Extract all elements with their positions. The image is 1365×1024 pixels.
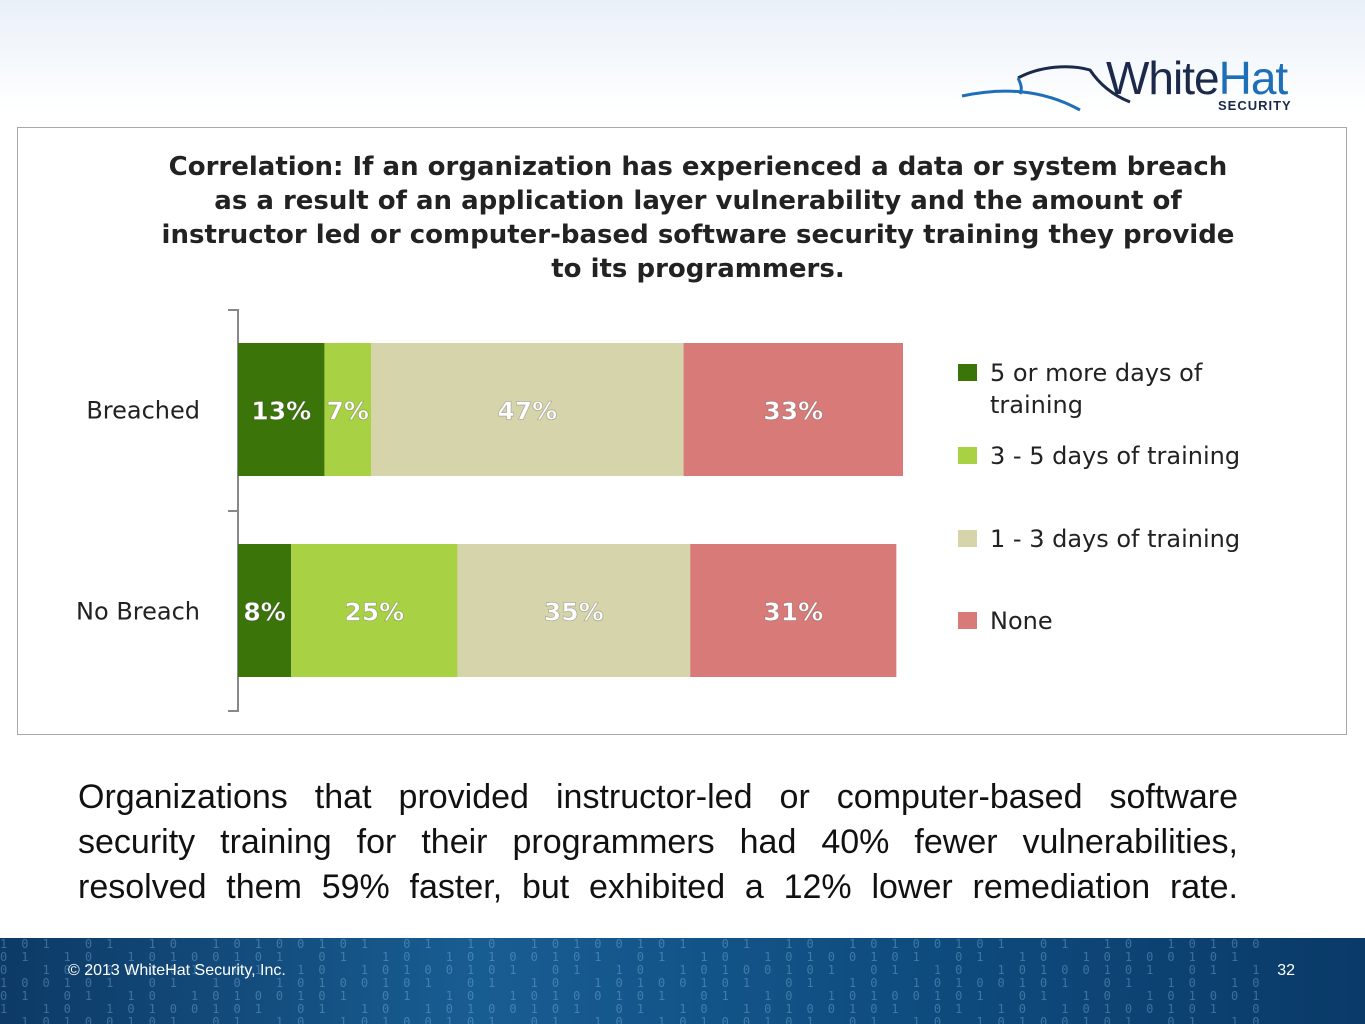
data-label: 25% — [344, 598, 404, 627]
bar-segment — [291, 544, 458, 677]
category-label: No Breach — [76, 598, 200, 626]
legend-swatch — [958, 364, 977, 381]
bar-segment — [683, 343, 903, 476]
logo-subtitle: SECURITY — [1218, 98, 1292, 113]
data-label: 13% — [251, 397, 311, 426]
logo-wordmark: WhiteHat — [1106, 52, 1289, 104]
legend-swatch — [958, 447, 977, 464]
legend-label: 1 - 3 days of training — [990, 525, 1240, 553]
data-label: 31% — [763, 598, 823, 627]
legend-label: 3 - 5 days of training — [990, 442, 1240, 470]
copyright-text: © 2013 WhiteHat Security, Inc. — [68, 962, 286, 979]
stacked-bar-chart: Breached 13% 7% 47% 33% No Breach 8% 25% 35% 31% 5… — [76, 309, 1240, 712]
page-number: 32 — [1277, 962, 1295, 979]
bar-segment — [690, 544, 897, 677]
legend-swatch — [958, 530, 977, 547]
legend-label: 5 or more days of training — [990, 359, 1203, 419]
bar-segment — [371, 343, 684, 476]
data-label: 47% — [497, 397, 557, 426]
bar-segment — [238, 343, 325, 476]
logo-hat: Hat — [1218, 52, 1289, 104]
caption-text: Organizations that provided instructor-l… — [78, 778, 1238, 906]
logo-white: White — [1106, 52, 1220, 104]
legend-swatch — [958, 612, 977, 629]
category-axis — [228, 309, 239, 712]
footer-bar: 101 01 10 10100101 01 10 10100101 01 10 … — [0, 938, 1365, 1024]
binary-pattern-decoration: 101 01 10 10100101 01 10 10100101 01 10 … — [0, 938, 1274, 1024]
bar-segment — [238, 544, 292, 677]
chart-title: Correlation: If an organization has expe… — [161, 152, 1235, 284]
data-label: 33% — [763, 397, 823, 426]
bar-segment — [457, 544, 691, 677]
bar-segment — [324, 343, 371, 476]
data-label: 8% — [243, 598, 285, 627]
hat-swoosh-icon — [961, 65, 1131, 112]
category-label: Breached — [86, 397, 200, 425]
legend-label: None — [990, 607, 1053, 635]
data-label: 7% — [326, 397, 368, 426]
data-label: 35% — [544, 598, 604, 627]
whitehat-logo: WhiteHat SECURITY — [960, 52, 1305, 118]
chart-frame: Correlation: If an organization has expe… — [17, 127, 1347, 735]
